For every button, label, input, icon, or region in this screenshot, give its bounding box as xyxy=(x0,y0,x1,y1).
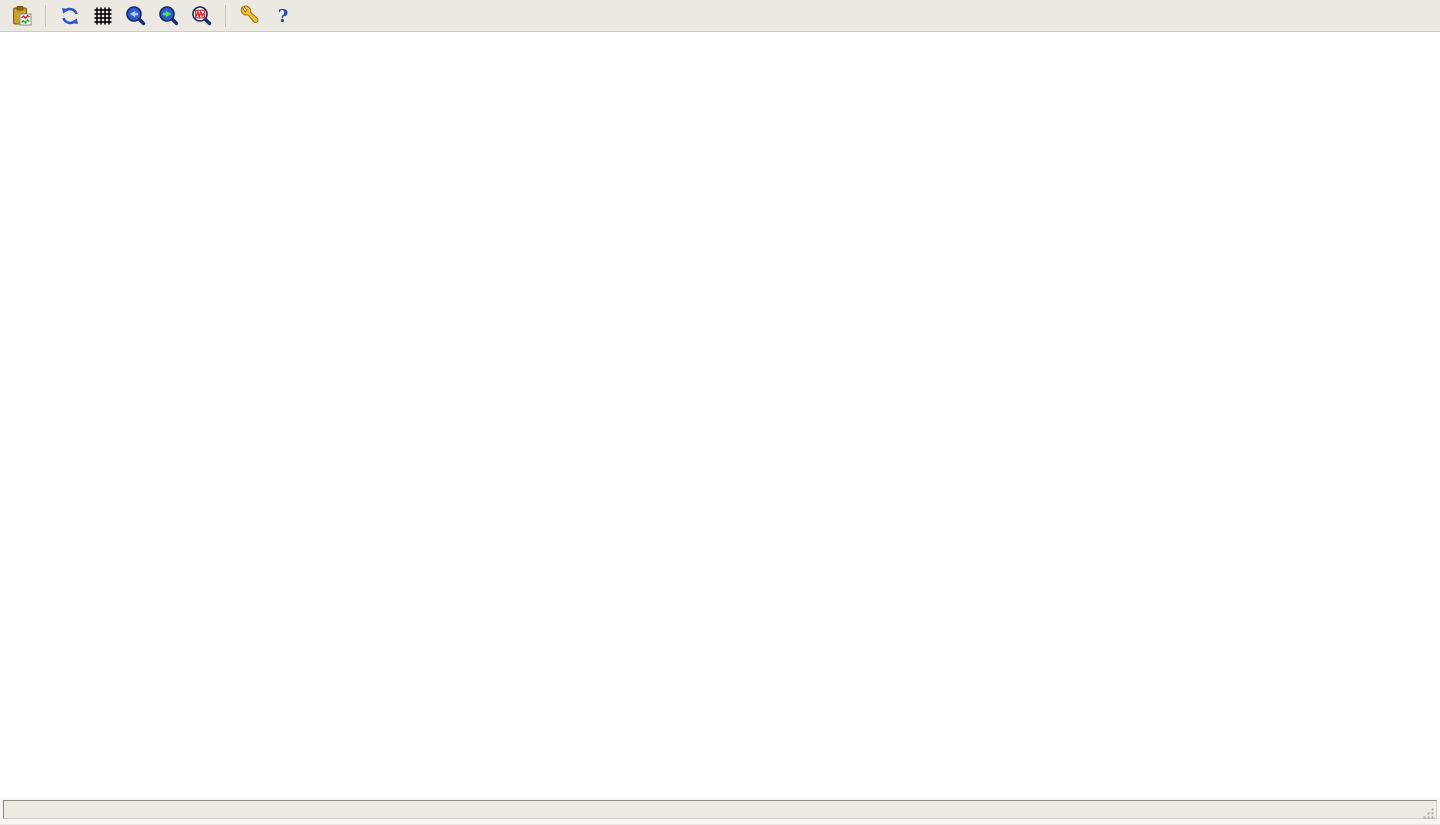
plot-canvas[interactable] xyxy=(0,32,1440,798)
zoom-next-button[interactable] xyxy=(155,2,182,29)
refresh-icon xyxy=(61,7,78,24)
status-bar xyxy=(0,798,1440,824)
config-button[interactable] xyxy=(236,2,263,29)
autoscale-button[interactable] xyxy=(188,2,215,29)
replot-button[interactable] xyxy=(56,2,83,29)
grid-toggle-button[interactable] xyxy=(89,2,116,29)
resize-grip[interactable] xyxy=(1422,807,1435,820)
magnifier-left-arrow-icon xyxy=(125,5,145,25)
grid-icon xyxy=(94,7,111,24)
clipboard-chart-icon xyxy=(12,5,31,25)
zoom-previous-button[interactable] xyxy=(122,2,149,29)
wrench-icon xyxy=(240,5,259,23)
magnifier-plot-icon xyxy=(191,5,211,25)
toolbar: ? xyxy=(0,0,1440,32)
svg-text:?: ? xyxy=(277,6,288,27)
magnifier-right-arrow-icon xyxy=(158,5,178,25)
copy-to-clipboard-button[interactable] xyxy=(8,2,35,29)
status-panel xyxy=(3,800,1437,819)
help-button[interactable]: ? xyxy=(269,2,296,29)
question-mark-icon: ? xyxy=(277,6,288,27)
toolbar-separator xyxy=(225,4,226,27)
toolbar-separator xyxy=(45,4,46,27)
plots-svg[interactable] xyxy=(0,32,1440,798)
